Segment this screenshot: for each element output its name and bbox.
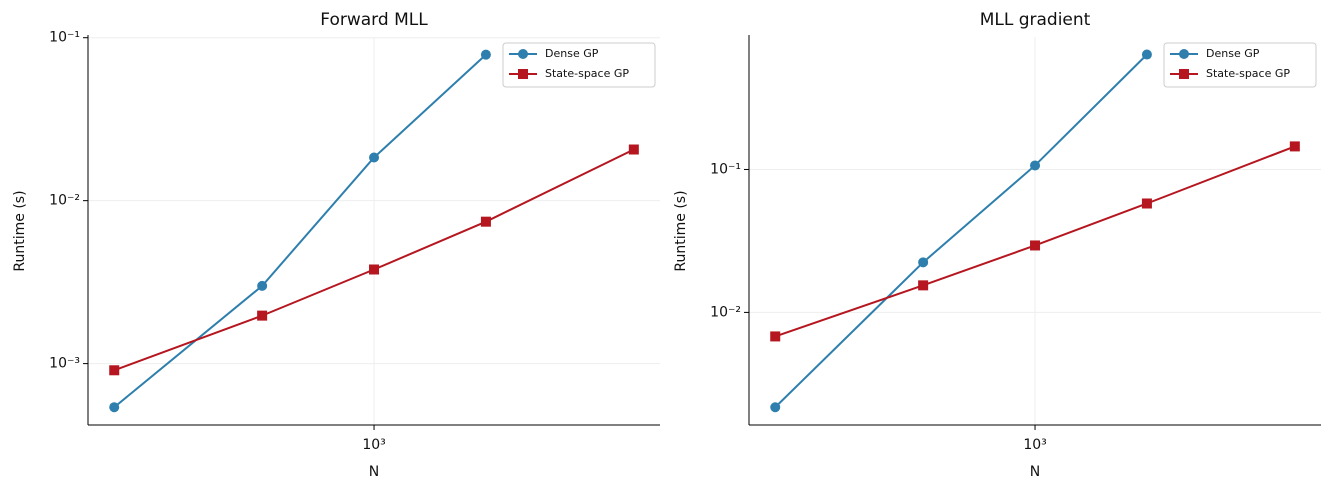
legend-box bbox=[1163, 42, 1317, 88]
marker bbox=[1030, 240, 1041, 251]
marker bbox=[369, 264, 380, 275]
legend-marker bbox=[1179, 69, 1189, 79]
marker bbox=[257, 310, 268, 321]
y-tick-label: 10⁻³ bbox=[49, 356, 80, 372]
marker bbox=[1289, 141, 1300, 152]
legend-marker bbox=[518, 49, 528, 59]
chart-title: MLL gradient bbox=[980, 10, 1091, 30]
marker bbox=[1030, 160, 1041, 171]
marker bbox=[770, 402, 781, 413]
legend-label: State-space GP bbox=[1206, 67, 1290, 80]
marker bbox=[1141, 198, 1152, 209]
marker bbox=[109, 402, 120, 413]
marker bbox=[918, 257, 929, 268]
series-line bbox=[774, 53, 1148, 408]
y-tick-label: 10⁻¹ bbox=[710, 161, 741, 177]
y-tick-label: 10⁻² bbox=[49, 193, 80, 209]
series-line bbox=[113, 53, 487, 408]
marker bbox=[1141, 49, 1152, 60]
legend-box bbox=[502, 42, 656, 88]
x-axis-label: N bbox=[1030, 464, 1040, 480]
x-tick-label: 10³ bbox=[362, 437, 385, 453]
legend-label: Dense GP bbox=[545, 47, 599, 60]
marker bbox=[918, 280, 929, 291]
x-axis-label: N bbox=[369, 464, 379, 480]
chart-title: Forward MLL bbox=[320, 10, 428, 30]
marker bbox=[480, 216, 491, 227]
legend-label: State-space GP bbox=[545, 67, 629, 80]
y-axis-label: Runtime (s) bbox=[673, 190, 689, 271]
marker bbox=[257, 280, 268, 291]
y-tick-label: 10⁻¹ bbox=[49, 30, 80, 46]
y-axis-label: Runtime (s) bbox=[12, 190, 28, 271]
marker bbox=[628, 144, 639, 155]
marker bbox=[480, 49, 491, 60]
marker bbox=[770, 331, 781, 342]
legend-marker bbox=[1179, 49, 1189, 59]
x-tick-label: 10³ bbox=[1023, 437, 1046, 453]
marker bbox=[369, 152, 380, 163]
y-tick-label: 10⁻² bbox=[710, 304, 741, 320]
legend-label: Dense GP bbox=[1206, 47, 1260, 60]
legend-marker bbox=[518, 69, 528, 79]
marker bbox=[109, 365, 120, 376]
